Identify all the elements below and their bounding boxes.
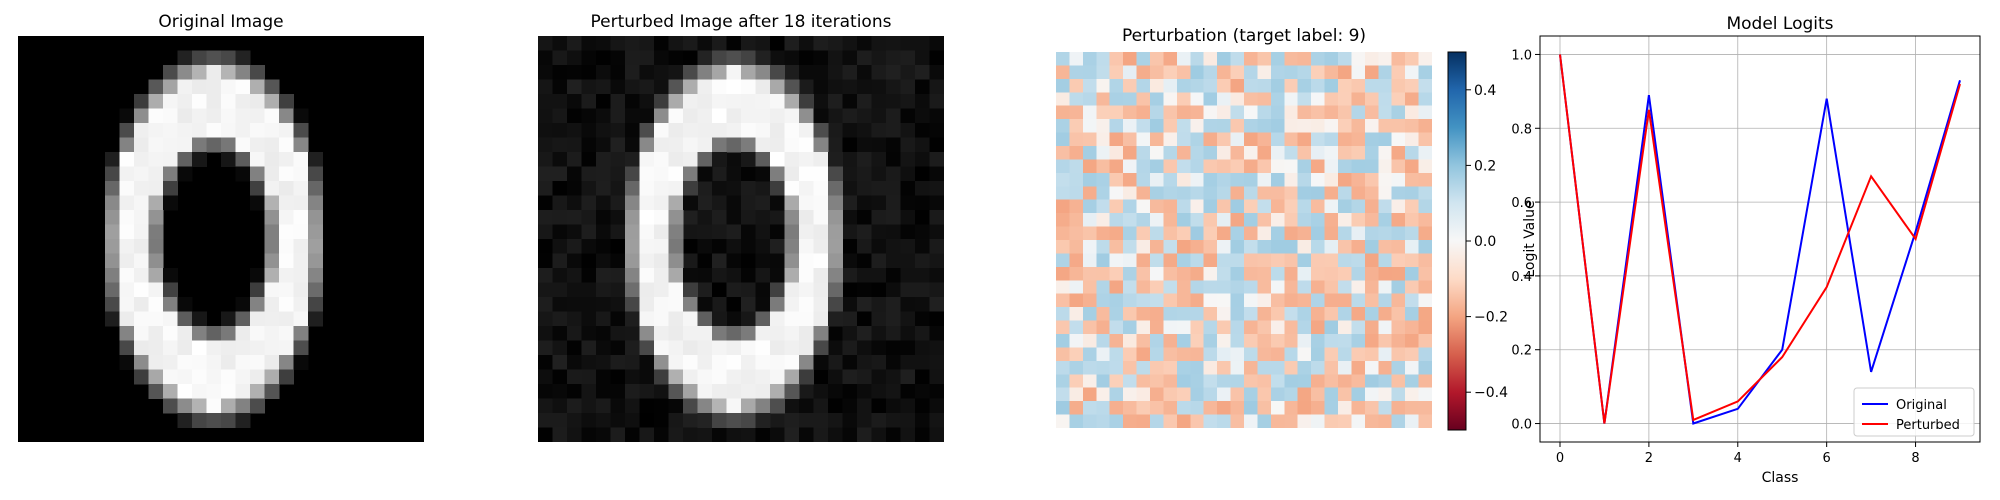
series-line-original [1559,54,1961,425]
perturbed-image-title: Perturbed Image after 18 iterations [590,12,892,32]
y-tick-label: 0.0 [1511,418,1532,433]
x-tick-label: 6 [1823,451,1831,466]
y-tick-label: 0.6 [1511,196,1532,211]
legend: Original Perturbed [1853,387,1975,437]
legend-label: Original [1896,398,1947,413]
y-tick-label: 0.8 [1511,122,1532,137]
series-line-perturbed [1559,54,1961,424]
colorbar-tick-label: −0.2 [1474,310,1508,326]
original-image-title: Original Image [158,12,284,32]
y-tick-label: 0.2 [1511,344,1532,359]
perturbed-digit-image [538,36,944,442]
colorbar-tick-label: −0.4 [1474,385,1508,401]
chart-title: Model Logits [1726,14,1833,34]
colorbar-tick-label: 0.0 [1474,234,1496,250]
y-tick-label: 1.0 [1511,48,1532,63]
x-tick-label: 4 [1734,451,1742,466]
y-tick-label: 0.4 [1511,270,1532,285]
perturbation-title: Perturbation (target label: 9) [1121,26,1367,46]
x-tick-label: 8 [1911,451,1919,466]
perturbation-heatmap [1056,52,1432,428]
perturbation-colorbar: 0.4 0.2 0.0 −0.2 −0.4 [1447,51,1508,431]
x-tick-label: 2 [1645,451,1653,466]
x-axis-label: Class [1762,470,1799,486]
colorbar-tick-label: 0.4 [1474,83,1496,99]
colorbar-tick-label: 0.2 [1474,158,1496,174]
original-digit-image [18,36,424,442]
legend-label: Perturbed [1896,418,1960,433]
x-tick-label: 0 [1556,451,1564,466]
y-axis-label: Logit Value [1522,200,1538,277]
plot-area [1539,35,1981,443]
